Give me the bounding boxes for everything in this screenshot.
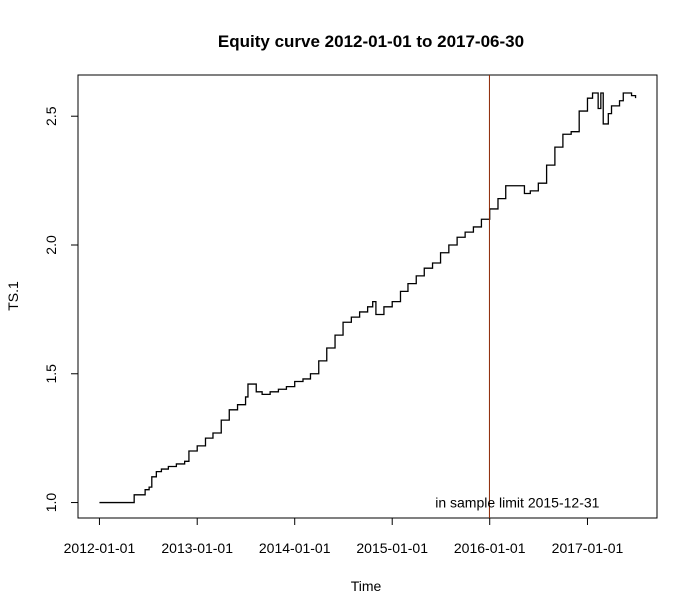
y-axis-label: TS.1: [5, 281, 21, 311]
plot-frame: [77, 74, 658, 519]
y-axis: 1.0 1.5 2.0 2.5: [43, 106, 79, 513]
x-tick-label: 2013-01-01: [161, 540, 233, 556]
in-sample-limit-label: in sample limit 2015-12-31: [435, 495, 599, 511]
series-layer: [99, 92, 637, 504]
chart-title: Equity curve 2012-01-01 to 2017-06-30: [218, 32, 524, 51]
annotation-layer: in sample limit 2015-12-31: [435, 75, 600, 518]
x-tick-label: 2014-01-01: [259, 540, 331, 556]
x-tick-label: 2012-01-01: [64, 540, 136, 556]
y-tick-label: 2.0: [43, 235, 59, 255]
y-tick-label: 1.5: [43, 364, 59, 384]
y-tick-label: 2.5: [43, 106, 59, 126]
x-tick-label: 2017-01-01: [552, 540, 624, 556]
x-tick-label: 2016-01-01: [454, 540, 526, 556]
x-axis-label: Time: [351, 578, 382, 594]
y-tick-label: 1.0: [43, 493, 59, 513]
x-tick-label: 2015-01-01: [356, 540, 428, 556]
x-axis: 2012-01-01 2013-01-01 2014-01-01 2015-01-01…: [64, 517, 624, 556]
equity-series-line: [99, 92, 637, 504]
